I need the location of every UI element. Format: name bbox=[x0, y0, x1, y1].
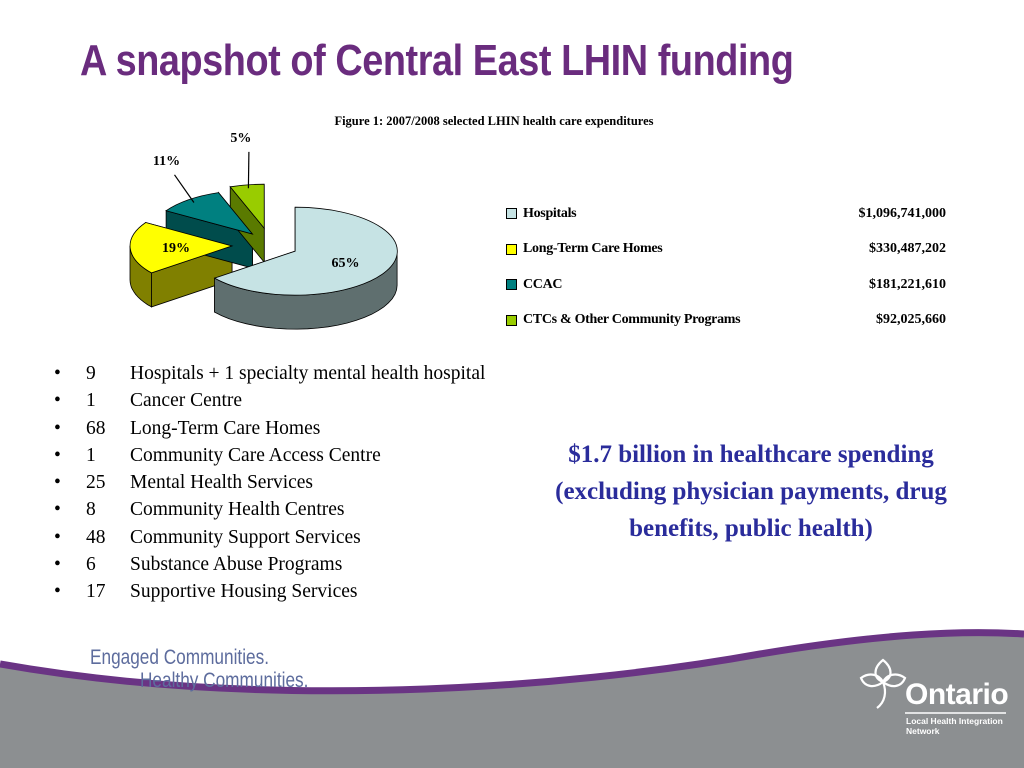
chart-legend: Hospitals $1,096,741,000 Long-Term Care Ho… bbox=[506, 196, 946, 338]
pie-percent-label: 19% bbox=[162, 241, 190, 256]
list-item: • 48 Community Support Services bbox=[54, 524, 494, 551]
legend-value: $330,487,202 bbox=[869, 241, 946, 257]
lhin-logo-subtitle-line-2: Network bbox=[906, 726, 940, 736]
list-item-label: Supportive Housing Services bbox=[130, 581, 358, 603]
pie-slice bbox=[165, 192, 254, 235]
bullet-icon: • bbox=[54, 390, 61, 412]
legend-label: CCAC bbox=[523, 276, 563, 292]
legend-label: Long-Term Care Homes bbox=[523, 241, 663, 257]
trillium-icon bbox=[859, 658, 907, 709]
list-item-count: 17 bbox=[86, 581, 106, 603]
list-item-count: 8 bbox=[86, 499, 96, 521]
bullet-icon: • bbox=[54, 417, 61, 439]
list-item-count: 68 bbox=[86, 417, 106, 439]
legend-swatch bbox=[506, 208, 517, 220]
list-item-label: Community Care Access Centre bbox=[130, 444, 381, 466]
pie-leader-line bbox=[174, 174, 195, 203]
list-item-count: 1 bbox=[86, 390, 96, 412]
list-item: • 68 Long-Term Care Homes bbox=[54, 415, 494, 442]
chart-title: Figure 1: 2007/2008 selected LHIN health… bbox=[334, 114, 654, 128]
footer-grey-band bbox=[0, 632, 1024, 768]
list-item: • 6 Substance Abuse Programs bbox=[54, 551, 494, 578]
list-item-label: Community Health Centres bbox=[130, 499, 345, 521]
list-item-label: Substance Abuse Programs bbox=[130, 554, 343, 576]
pie-slice bbox=[129, 222, 234, 274]
list-item-label: Cancer Centre bbox=[130, 390, 243, 412]
legend-item: Long-Term Care Homes $330,487,202 bbox=[506, 232, 946, 268]
pie-slice bbox=[229, 183, 265, 230]
legend-item: Hospitals $1,096,741,000 bbox=[506, 196, 946, 232]
pie-percent-label: 11% bbox=[153, 154, 180, 169]
legend-item: CCAC $181,221,610 bbox=[506, 267, 946, 303]
legend-swatch bbox=[506, 243, 517, 255]
ontario-logo-text: Ontario bbox=[905, 678, 1009, 711]
legend-swatch bbox=[506, 279, 517, 291]
legend-value: $1,096,741,000 bbox=[858, 205, 947, 221]
list-item-label: Hospitals + 1 specialty mental health ho… bbox=[130, 363, 486, 384]
bullet-icon: • bbox=[54, 554, 61, 576]
legend-value: $181,221,610 bbox=[869, 276, 946, 292]
legend-label: CTCs & Other Community Programs bbox=[523, 312, 741, 328]
bullet-icon: • bbox=[54, 472, 61, 494]
list-item: • 1 Cancer Centre bbox=[54, 387, 494, 414]
legend-item: CTCs & Other Community Programs $92,025,6… bbox=[506, 303, 946, 339]
list-item-label: Long-Term Care Homes bbox=[130, 417, 321, 439]
list-item: • 9 Hospitals + 1 specialty mental health … bbox=[54, 360, 494, 387]
list-item-count: 25 bbox=[86, 472, 106, 494]
facility-list: • 9 Hospitals + 1 specialty mental health … bbox=[54, 360, 494, 606]
pie-leader-line bbox=[247, 151, 250, 189]
pie-percent-label: 5% bbox=[230, 131, 251, 146]
legend-value: $92,025,660 bbox=[876, 312, 946, 328]
page-title: A snapshot of Central East LHIN funding bbox=[80, 36, 794, 85]
list-item: • 1 Community Care Access Centre bbox=[54, 442, 494, 469]
bullet-icon: • bbox=[54, 526, 61, 548]
lhin-logo-subtitle: Local Health Integration Network bbox=[906, 716, 1024, 736]
list-item: • 17 Supportive Housing Services bbox=[54, 578, 494, 605]
footer-purple-swoosh bbox=[0, 629, 1024, 695]
legend-swatch bbox=[506, 314, 517, 326]
list-item-count: 9 bbox=[86, 363, 96, 384]
list-item-count: 6 bbox=[86, 554, 96, 576]
lhin-logo-subtitle-line-1: Local Health Integration bbox=[906, 716, 1003, 726]
pie-percent-label: 65% bbox=[332, 256, 360, 271]
tagline-line-1: Engaged Communities. bbox=[90, 646, 270, 669]
bullet-icon: • bbox=[54, 581, 61, 603]
footer-band bbox=[0, 629, 1024, 768]
bullet-icon: • bbox=[54, 444, 61, 466]
list-item-count: 1 bbox=[86, 444, 96, 466]
list-item: • 8 Community Health Centres bbox=[54, 496, 494, 523]
list-item-label: Mental Health Services bbox=[130, 472, 314, 494]
legend-label: Hospitals bbox=[523, 205, 577, 221]
list-item: • 25 Mental Health Services bbox=[54, 469, 494, 496]
funding-callout: $1.7 billion in healthcare spending (exc… bbox=[555, 441, 947, 542]
pie-slice bbox=[213, 206, 398, 296]
tagline-line-2: Healthy Communities. bbox=[140, 669, 309, 692]
list-item-count: 48 bbox=[86, 526, 106, 548]
bullet-icon: • bbox=[54, 499, 61, 521]
list-item-label: Community Support Services bbox=[130, 526, 361, 548]
pie-chart: 65% 19% 11% 5% bbox=[129, 131, 398, 330]
bullet-icon: • bbox=[54, 363, 61, 384]
